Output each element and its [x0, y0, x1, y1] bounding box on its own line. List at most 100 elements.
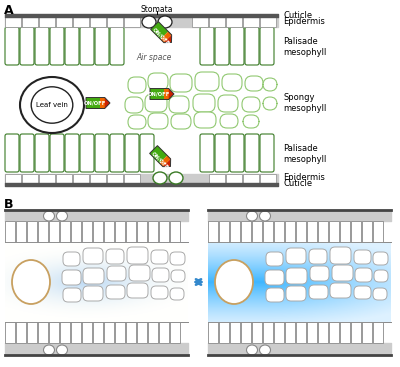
- FancyBboxPatch shape: [245, 134, 259, 172]
- FancyBboxPatch shape: [60, 322, 70, 343]
- FancyBboxPatch shape: [354, 286, 371, 299]
- FancyBboxPatch shape: [159, 322, 169, 343]
- FancyBboxPatch shape: [171, 270, 185, 282]
- Ellipse shape: [44, 345, 54, 355]
- FancyBboxPatch shape: [241, 221, 251, 242]
- Text: Epidermis: Epidermis: [283, 174, 325, 182]
- FancyBboxPatch shape: [115, 322, 125, 343]
- FancyBboxPatch shape: [170, 221, 180, 242]
- FancyBboxPatch shape: [209, 17, 225, 27]
- Text: Leaf vein: Leaf vein: [36, 102, 68, 108]
- FancyBboxPatch shape: [285, 322, 295, 343]
- FancyBboxPatch shape: [330, 247, 351, 264]
- FancyBboxPatch shape: [148, 221, 158, 242]
- FancyBboxPatch shape: [90, 17, 106, 27]
- FancyBboxPatch shape: [126, 221, 136, 242]
- Polygon shape: [169, 88, 174, 99]
- FancyBboxPatch shape: [263, 78, 277, 91]
- FancyBboxPatch shape: [126, 322, 136, 343]
- FancyBboxPatch shape: [5, 27, 19, 65]
- FancyBboxPatch shape: [20, 27, 34, 65]
- FancyBboxPatch shape: [230, 322, 240, 343]
- FancyBboxPatch shape: [5, 17, 21, 27]
- FancyBboxPatch shape: [56, 17, 72, 27]
- FancyBboxPatch shape: [208, 221, 218, 242]
- FancyBboxPatch shape: [170, 322, 180, 343]
- FancyBboxPatch shape: [285, 221, 295, 242]
- Ellipse shape: [215, 260, 253, 304]
- FancyBboxPatch shape: [170, 74, 192, 92]
- Ellipse shape: [169, 172, 183, 184]
- FancyBboxPatch shape: [5, 221, 15, 242]
- FancyBboxPatch shape: [128, 77, 146, 93]
- FancyBboxPatch shape: [83, 248, 103, 264]
- FancyBboxPatch shape: [56, 174, 72, 183]
- FancyBboxPatch shape: [351, 322, 361, 343]
- FancyBboxPatch shape: [63, 288, 81, 302]
- FancyBboxPatch shape: [73, 174, 89, 183]
- FancyBboxPatch shape: [329, 322, 339, 343]
- FancyBboxPatch shape: [260, 17, 276, 27]
- FancyBboxPatch shape: [140, 134, 154, 172]
- FancyBboxPatch shape: [252, 221, 262, 242]
- FancyBboxPatch shape: [171, 114, 191, 129]
- Ellipse shape: [246, 211, 258, 221]
- FancyBboxPatch shape: [215, 134, 229, 172]
- FancyBboxPatch shape: [125, 134, 139, 172]
- FancyBboxPatch shape: [50, 134, 64, 172]
- FancyBboxPatch shape: [22, 17, 38, 27]
- FancyBboxPatch shape: [115, 221, 125, 242]
- FancyBboxPatch shape: [83, 286, 103, 301]
- FancyBboxPatch shape: [332, 265, 353, 281]
- Polygon shape: [105, 98, 110, 109]
- FancyBboxPatch shape: [242, 97, 260, 112]
- FancyBboxPatch shape: [49, 322, 59, 343]
- FancyBboxPatch shape: [208, 322, 218, 343]
- FancyBboxPatch shape: [148, 322, 158, 343]
- Polygon shape: [100, 98, 105, 109]
- FancyBboxPatch shape: [71, 221, 81, 242]
- FancyBboxPatch shape: [373, 322, 383, 343]
- FancyBboxPatch shape: [330, 283, 351, 298]
- FancyBboxPatch shape: [309, 285, 328, 299]
- Ellipse shape: [20, 77, 84, 133]
- FancyBboxPatch shape: [296, 221, 306, 242]
- FancyBboxPatch shape: [107, 17, 123, 27]
- FancyBboxPatch shape: [83, 268, 104, 284]
- FancyBboxPatch shape: [151, 286, 168, 299]
- FancyBboxPatch shape: [124, 17, 140, 27]
- FancyBboxPatch shape: [125, 97, 143, 113]
- FancyBboxPatch shape: [50, 27, 64, 65]
- FancyBboxPatch shape: [124, 174, 140, 183]
- FancyBboxPatch shape: [260, 174, 276, 183]
- FancyBboxPatch shape: [274, 221, 284, 242]
- FancyBboxPatch shape: [374, 270, 388, 282]
- FancyBboxPatch shape: [195, 72, 219, 91]
- FancyBboxPatch shape: [230, 27, 244, 65]
- FancyBboxPatch shape: [5, 174, 21, 183]
- FancyBboxPatch shape: [226, 174, 242, 183]
- FancyBboxPatch shape: [148, 73, 168, 90]
- Text: Palisade
mesophyll: Palisade mesophyll: [283, 37, 326, 57]
- FancyBboxPatch shape: [243, 174, 259, 183]
- FancyBboxPatch shape: [226, 17, 242, 27]
- FancyBboxPatch shape: [373, 221, 383, 242]
- FancyBboxPatch shape: [318, 322, 328, 343]
- FancyBboxPatch shape: [260, 27, 274, 65]
- FancyBboxPatch shape: [80, 134, 94, 172]
- FancyBboxPatch shape: [373, 252, 388, 265]
- FancyBboxPatch shape: [82, 221, 92, 242]
- FancyBboxPatch shape: [16, 322, 26, 343]
- FancyBboxPatch shape: [93, 322, 103, 343]
- FancyBboxPatch shape: [265, 270, 284, 285]
- Polygon shape: [151, 22, 168, 39]
- FancyBboxPatch shape: [193, 94, 215, 112]
- FancyBboxPatch shape: [148, 113, 168, 129]
- FancyBboxPatch shape: [318, 221, 328, 242]
- Polygon shape: [164, 88, 169, 99]
- Polygon shape: [160, 32, 172, 43]
- Polygon shape: [150, 88, 164, 99]
- FancyBboxPatch shape: [230, 134, 244, 172]
- FancyBboxPatch shape: [16, 221, 26, 242]
- FancyBboxPatch shape: [62, 270, 81, 285]
